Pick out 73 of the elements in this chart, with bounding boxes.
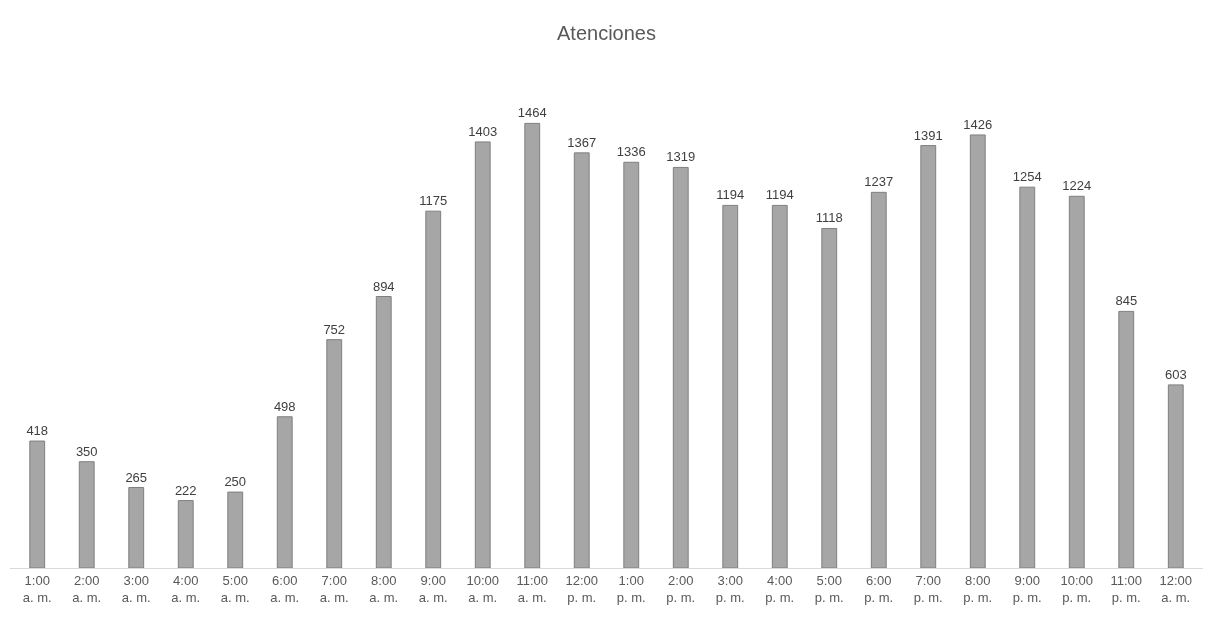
bar [1167,384,1184,568]
bar [128,487,145,568]
x-tick-label: 10:00 a. m. [466,572,500,605]
data-label: 418 [26,423,49,439]
bar [474,141,491,568]
x-tick-label: 2:00 p. m. [666,572,696,605]
bar [969,134,986,568]
bar [425,210,442,568]
x-tick-label: 1:00 p. m. [616,572,646,605]
x-tick-label: 12:00 p. m. [565,572,599,605]
bar [1019,186,1036,568]
x-tick-label: 9:00 p. m. [1012,572,1042,605]
bar [672,166,689,568]
x-tick-label: 3:00 p. m. [715,572,745,605]
bar [821,227,838,568]
bar [1118,310,1135,568]
data-label: 222 [174,482,197,498]
x-tick-label: 3:00 a. m. [121,572,151,605]
data-label: 845 [1115,293,1138,309]
data-label: 894 [372,278,395,294]
data-label: 1194 [765,187,794,203]
bar [573,152,590,568]
x-tick-label: 6:00 a. m. [270,572,300,605]
data-label: 350 [75,443,98,459]
data-label: 1118 [815,210,843,226]
x-tick-label: 1:00 a. m. [22,572,52,605]
data-label: 1426 [963,116,993,132]
bar [1068,195,1085,568]
bar [326,339,343,568]
x-tick-label: 2:00 a. m. [72,572,102,605]
bar [920,145,937,568]
bar [771,204,788,568]
data-label: 1237 [864,174,894,190]
x-tick-label: 11:00 p. m. [1110,572,1143,605]
chart-title: Atenciones [557,21,656,44]
bar [78,461,95,568]
bar [722,204,739,568]
data-label: 603 [1164,366,1187,382]
x-tick-label: 5:00 a. m. [220,572,250,605]
x-tick-label: 12:00 a. m. [1159,572,1193,605]
bar [177,500,194,568]
data-label: 1319 [666,149,696,165]
bar [623,161,640,568]
data-label: 1194 [716,187,745,203]
data-label: 1403 [468,123,498,139]
data-label: 1464 [517,105,547,121]
x-tick-label: 7:00 p. m. [913,572,943,605]
x-tick-label: 9:00 a. m. [418,572,448,605]
data-label: 1391 [913,127,943,143]
bar [227,491,244,568]
data-label: 1367 [567,134,597,150]
x-tick-label: 5:00 p. m. [814,572,844,605]
bar [29,440,46,568]
x-tick-label: 7:00 a. m. [319,572,349,605]
x-tick-label: 8:00 a. m. [369,572,399,605]
x-tick-label: 6:00 p. m. [864,572,894,605]
data-label: 1336 [616,144,646,160]
data-label: 265 [125,469,148,485]
data-label: 1254 [1012,169,1042,185]
data-label: 1175 [419,193,448,209]
bar [870,191,887,568]
data-label: 498 [273,398,296,414]
bar [524,122,541,568]
x-tick-label: 11:00 a. m. [516,572,549,605]
data-label: 1224 [1062,178,1092,194]
x-tick-label: 8:00 p. m. [963,572,993,605]
x-tick-label: 4:00 p. m. [765,572,795,605]
data-label: 752 [323,321,346,337]
x-tick-label: 10:00 p. m. [1060,572,1094,605]
x-tick-label: 4:00 a. m. [171,572,201,605]
bar [276,416,293,568]
data-label: 250 [224,474,247,490]
bar [375,296,392,568]
